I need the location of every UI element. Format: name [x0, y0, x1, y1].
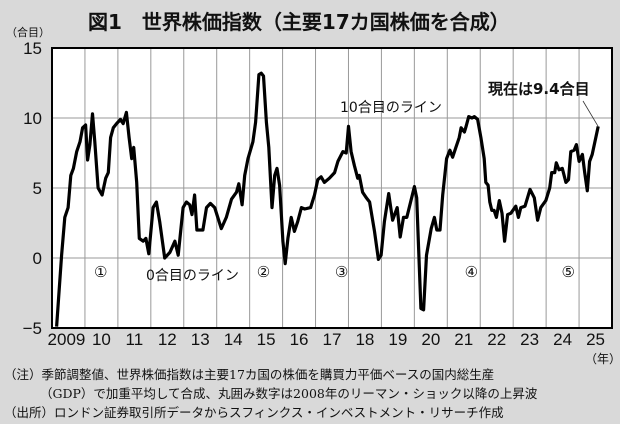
wave-number-label: ⑤ [561, 263, 574, 281]
x-tick-label: 13 [191, 330, 210, 349]
x-tick-label: 11 [126, 330, 144, 349]
x-tick-label: 21 [454, 330, 473, 349]
footnote-source: （出所）ロンドン証券取引所データからスフィンクス・インベストメント・リサーチ作成 [4, 405, 504, 420]
wave-number-label: ② [257, 263, 270, 281]
x-tick-label: 19 [388, 330, 407, 349]
chart-title: 図1 世界株価指数（主要17カ国株価を合成） [88, 10, 510, 34]
x-tick-label: 12 [158, 330, 177, 349]
series-line [55, 71, 600, 327]
y-tick-label: 10 [23, 109, 42, 128]
y-axis-unit: （合目） [6, 26, 50, 39]
x-tick-label: 15 [257, 330, 276, 349]
x-tick-label: 20 [421, 330, 440, 349]
line10-label: 10合目のライン [340, 100, 442, 116]
y-tick-label: −5 [23, 319, 42, 338]
current-level-label: 現在は9.4合目 [488, 80, 590, 98]
y-tick-label: 5 [33, 179, 42, 198]
footnote-note-line2: （GDP）で加重平均して合成、丸囲み数字は2008年のリーマン・ショック以降の上… [40, 386, 538, 401]
x-tick-label: 16 [290, 330, 309, 349]
x-tick-label: 17 [323, 330, 342, 349]
y-tick-label: 15 [23, 39, 42, 58]
x-tick-label: 10 [92, 330, 111, 349]
wave-number-label: ④ [465, 263, 478, 281]
x-tick-label: 22 [487, 330, 506, 349]
x-tick-label: 18 [355, 330, 374, 349]
x-axis-unit: （年） [585, 352, 620, 366]
wave-number-label: ③ [335, 263, 348, 281]
x-tick-label: 23 [520, 330, 539, 349]
current-level-leader-line [582, 100, 599, 127]
plot-border [51, 47, 613, 329]
x-tick-label: 25 [586, 330, 605, 349]
y-tick-label: 0 [33, 249, 42, 268]
x-tick-label: 2009 [48, 330, 86, 349]
footnote-note-line1: （注）季節調整値、世界株価指数は主要17カ国の株価を購買力平価ベースの国内総生産 [4, 367, 495, 382]
wave-number-label: ① [94, 263, 107, 281]
line0-label: 0合目のライン [146, 268, 239, 284]
x-tick-label: 24 [553, 330, 572, 349]
x-tick-label: 14 [224, 330, 243, 349]
